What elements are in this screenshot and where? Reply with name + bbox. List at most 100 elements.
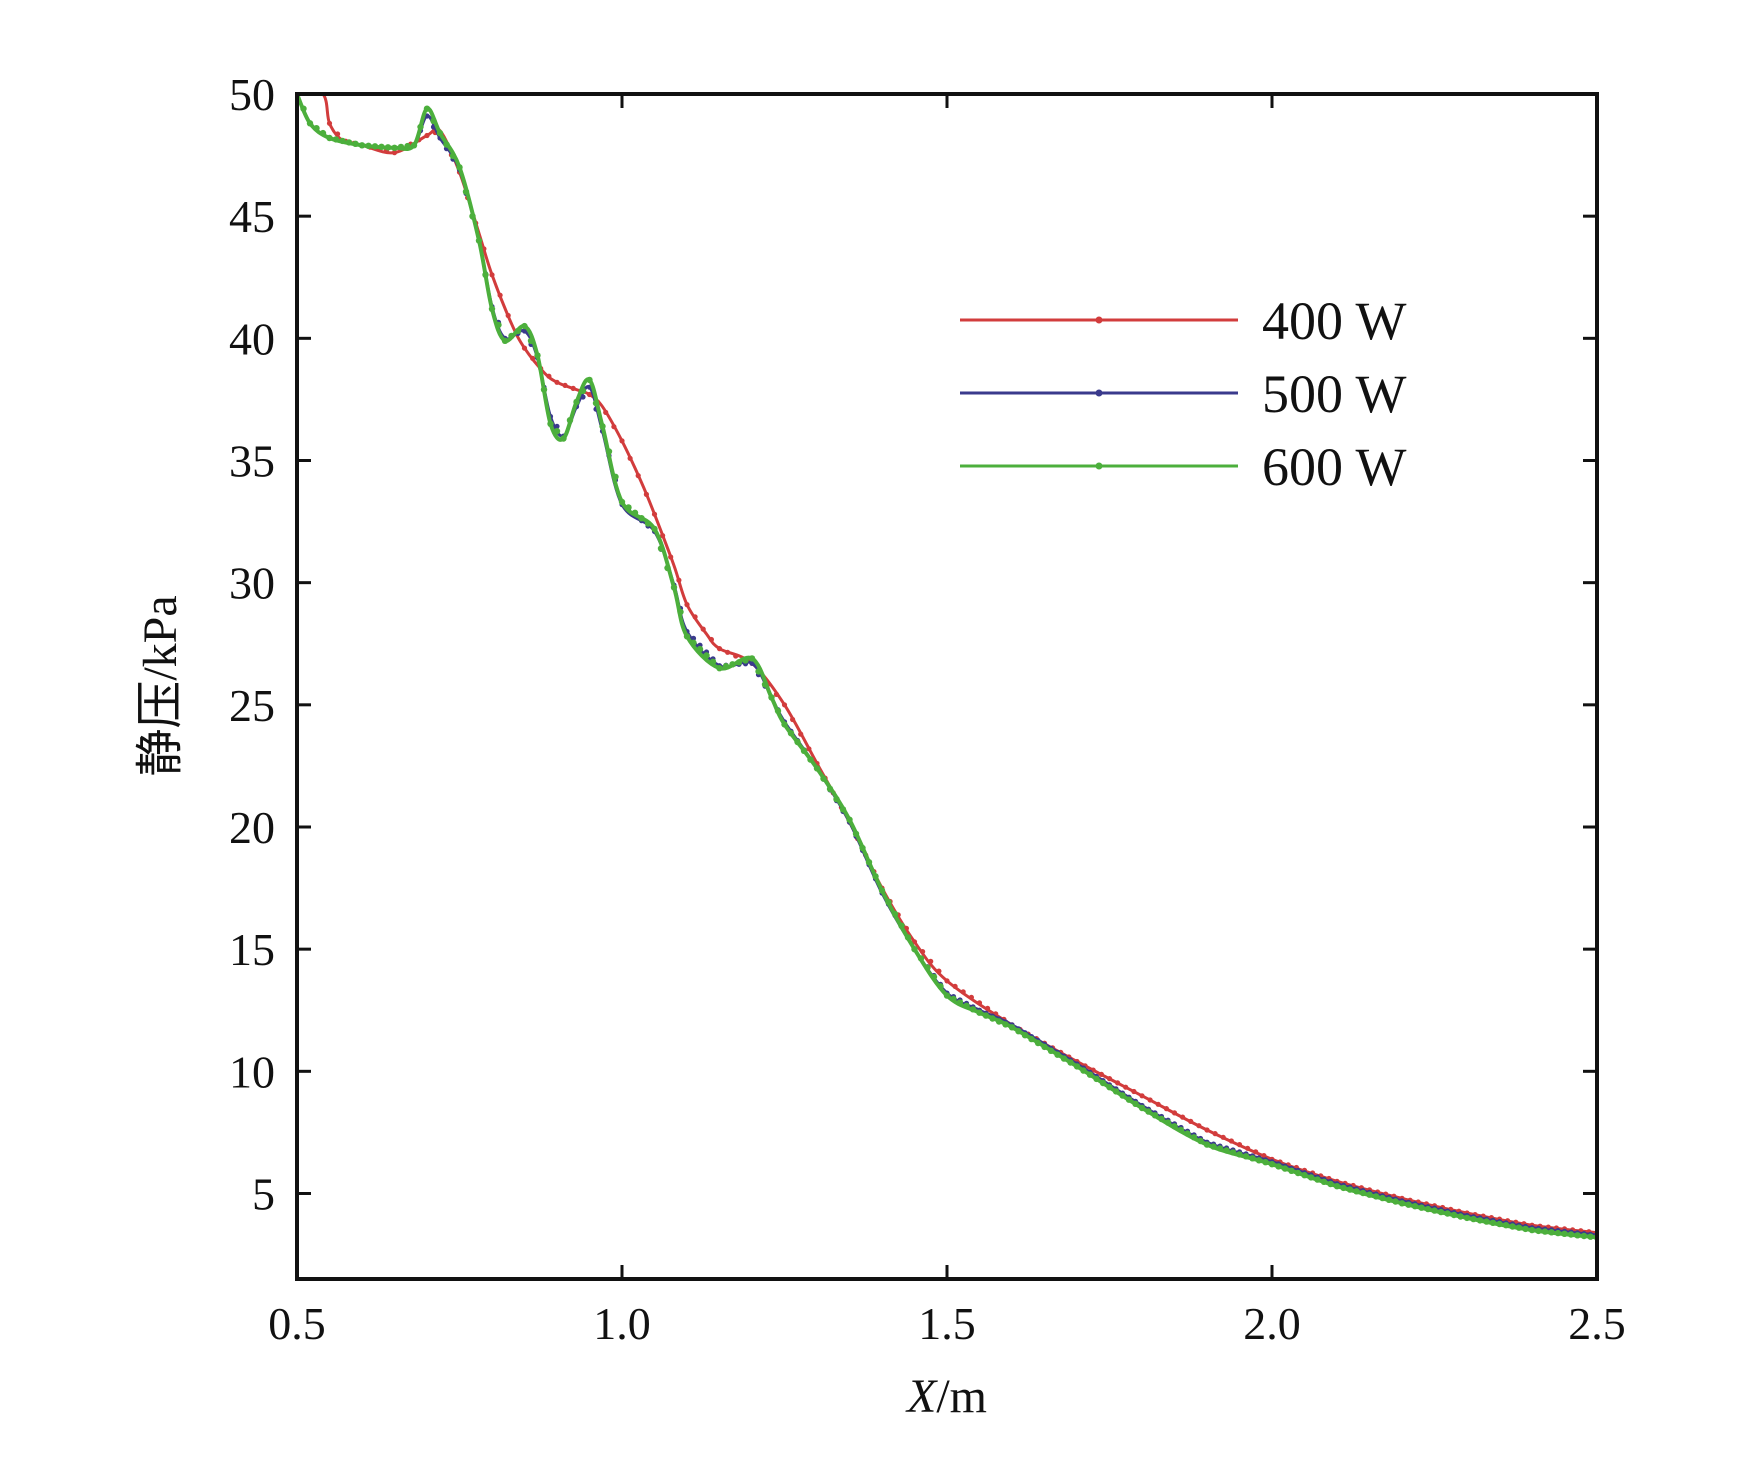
series-marker — [1210, 1143, 1217, 1150]
series-marker — [794, 738, 801, 746]
series-marker — [566, 417, 574, 424]
series-marker — [573, 398, 580, 406]
series-marker — [1275, 1163, 1282, 1170]
series-marker — [833, 795, 840, 803]
series-marker — [397, 143, 405, 151]
y-tick-label: 35 — [229, 435, 275, 486]
series-marker — [1112, 1088, 1120, 1095]
y-tick-label: 50 — [229, 69, 275, 120]
legend-label: 600 W — [1262, 437, 1407, 497]
series-marker — [1131, 1088, 1137, 1095]
series-marker — [651, 525, 658, 533]
series-marker — [371, 143, 379, 150]
series-marker — [1281, 1165, 1289, 1172]
series-marker — [1444, 1210, 1451, 1217]
series-marker — [708, 636, 715, 643]
series-marker — [643, 491, 650, 497]
series-marker — [1340, 1184, 1347, 1192]
series-marker — [859, 844, 866, 852]
series-marker — [1522, 1225, 1529, 1233]
series-marker — [1028, 1035, 1035, 1043]
series-marker — [722, 663, 730, 670]
series-marker — [976, 1000, 983, 1006]
series-marker — [554, 423, 560, 429]
series-marker — [781, 721, 788, 728]
series-marker — [1561, 1230, 1568, 1238]
series-marker — [677, 608, 684, 616]
series-marker — [917, 955, 925, 962]
series-marker — [1496, 1220, 1503, 1228]
series-marker — [1580, 1232, 1588, 1240]
series-marker — [505, 312, 511, 319]
series-marker — [1216, 1145, 1224, 1152]
series-marker — [1242, 1153, 1250, 1160]
series-marker — [1171, 1110, 1178, 1116]
series-marker — [1138, 1104, 1146, 1112]
y-tick-label: 30 — [229, 558, 275, 609]
series-marker — [950, 995, 957, 1003]
series-marker — [586, 376, 593, 384]
series-marker — [611, 424, 617, 430]
series-marker — [1489, 1219, 1497, 1227]
series-marker — [306, 120, 314, 127]
series-marker — [1515, 1224, 1523, 1231]
series-marker — [410, 142, 418, 149]
series-marker — [748, 655, 756, 662]
series-layer — [297, 83, 1597, 1241]
series-marker — [1220, 1134, 1226, 1140]
series-marker — [1574, 1232, 1581, 1239]
series-marker — [1125, 1096, 1133, 1103]
series-marker — [1204, 1127, 1210, 1133]
series-marker — [1548, 1229, 1555, 1236]
series-marker — [443, 141, 450, 148]
series-marker — [1151, 1112, 1159, 1119]
series-marker — [960, 989, 966, 995]
series-marker — [1099, 1079, 1107, 1087]
series-marker — [1034, 1039, 1042, 1047]
series-marker — [1463, 1214, 1471, 1222]
series-marker — [1054, 1051, 1061, 1058]
series-marker — [521, 322, 528, 330]
series-marker — [924, 964, 931, 971]
series-marker — [1418, 1204, 1425, 1211]
series-marker — [1379, 1194, 1386, 1202]
series-marker — [605, 448, 613, 455]
series-marker — [798, 731, 804, 737]
series-marker — [635, 473, 641, 479]
series-marker — [1333, 1183, 1341, 1190]
series-marker — [1535, 1227, 1542, 1235]
series-marker — [800, 747, 808, 754]
series-marker — [1015, 1028, 1022, 1035]
series-marker — [1398, 1200, 1406, 1207]
series-marker — [475, 237, 483, 244]
series-marker — [1392, 1198, 1399, 1205]
series-marker — [339, 137, 346, 145]
series-marker — [1307, 1174, 1315, 1181]
series-marker — [1164, 1119, 1172, 1126]
series-marker — [489, 272, 495, 278]
series-marker — [1145, 1108, 1152, 1115]
series-marker — [424, 132, 430, 139]
x-tick-label: 2.0 — [1243, 1298, 1301, 1349]
series-marker — [521, 345, 528, 351]
series-marker — [303, 83, 308, 88]
series-marker — [1008, 1024, 1016, 1031]
series-marker — [787, 730, 795, 737]
series-marker — [1158, 1115, 1165, 1123]
series-marker — [1294, 1169, 1302, 1177]
series-marker — [690, 639, 697, 646]
series-marker — [735, 659, 743, 666]
series-marker — [586, 391, 593, 398]
series-marker — [462, 188, 470, 195]
series-marker — [846, 816, 853, 823]
series-marker — [1197, 1137, 1204, 1145]
series-marker — [865, 859, 873, 866]
series-marker — [1366, 1191, 1373, 1198]
legend-item: 600 W — [960, 437, 1407, 497]
series-marker — [1190, 1134, 1198, 1141]
series-marker — [826, 785, 834, 793]
series-marker — [300, 105, 307, 112]
y-axis-title: 静压/kPa — [134, 595, 187, 776]
series-marker — [495, 321, 502, 329]
series-marker — [651, 511, 658, 517]
